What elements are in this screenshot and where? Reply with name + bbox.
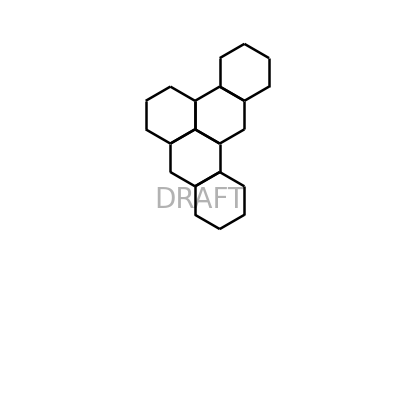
Text: DRAFT: DRAFT	[154, 186, 246, 214]
